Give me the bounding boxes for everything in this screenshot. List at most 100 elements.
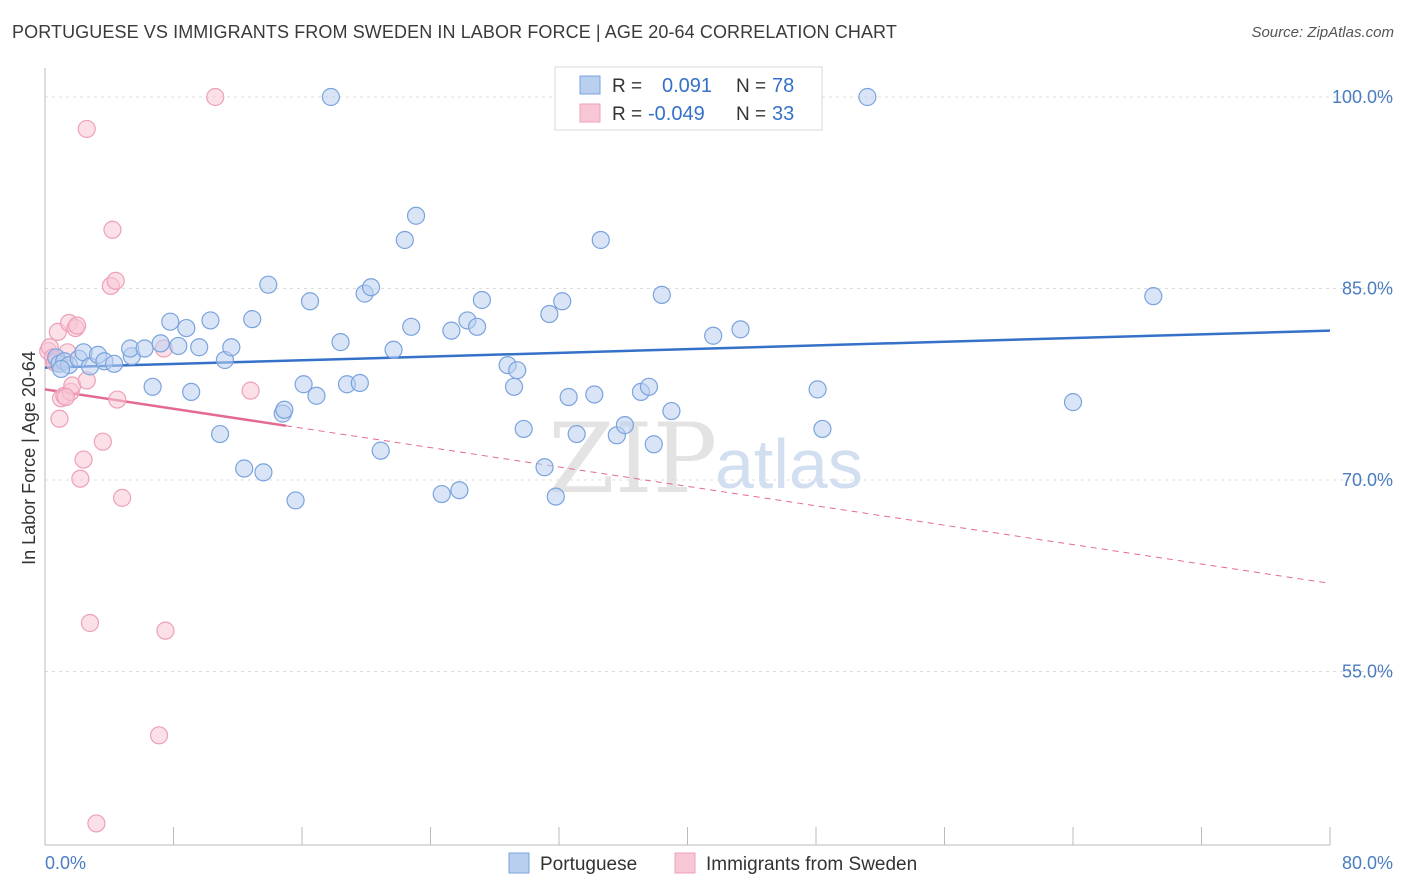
y-tick-label: 100.0% — [1332, 87, 1393, 107]
point-portuguese — [472, 290, 491, 310]
point-portuguese — [704, 326, 723, 345]
point-portuguese — [135, 339, 154, 358]
points-layer — [39, 87, 1163, 833]
point-portuguese — [662, 401, 681, 421]
y-tick-label: 70.0% — [1342, 470, 1393, 490]
point-portuguese — [504, 377, 524, 396]
point-portuguese — [442, 321, 461, 340]
point-portuguese — [235, 459, 254, 478]
point-portuguese — [467, 317, 487, 336]
point-sweden — [50, 409, 69, 428]
point-portuguese — [182, 382, 201, 402]
series-legend: Portuguese Immigrants from Sweden — [508, 852, 917, 875]
legend-n-value-portuguese: 78 — [772, 75, 794, 97]
point-portuguese — [402, 317, 421, 336]
point-portuguese — [432, 484, 451, 504]
point-portuguese — [307, 386, 326, 405]
bottom-legend-swatch-sweden — [674, 852, 696, 874]
point-portuguese — [639, 377, 659, 396]
legend-r-value-portuguese: 0.091 — [662, 75, 712, 97]
point-portuguese — [177, 318, 196, 338]
point-sweden — [156, 621, 175, 640]
point-sweden — [80, 613, 100, 633]
point-portuguese — [546, 487, 565, 506]
x-tick-label: 80.0% — [1342, 853, 1393, 873]
point-portuguese — [151, 334, 170, 353]
point-portuguese — [143, 377, 162, 396]
y-tick-label: 55.0% — [1342, 662, 1393, 682]
point-portuguese — [508, 361, 527, 380]
legend-r-value-sweden: -0.049 — [648, 103, 705, 125]
source-label: Source: ZipAtlas.com — [1251, 24, 1394, 41]
point-sweden — [241, 381, 260, 400]
trendline-sweden-solid — [44, 388, 287, 427]
point-portuguese — [1144, 287, 1163, 306]
point-sweden — [56, 387, 75, 407]
point-portuguese — [731, 320, 750, 339]
bottom-legend-label-portuguese: Portuguese — [540, 854, 637, 875]
point-portuguese — [51, 359, 71, 379]
legend-n-value-sweden: 33 — [772, 103, 794, 125]
point-portuguese — [243, 310, 262, 329]
point-portuguese — [450, 481, 469, 500]
legend-r-label-2: R = — [612, 104, 642, 125]
point-portuguese — [808, 380, 827, 399]
axis-layer: 100.0% 85.0% 70.0% 55.0% 0.0% 80.0% — [44, 68, 1393, 873]
point-portuguese — [540, 304, 559, 324]
point-portuguese — [1063, 393, 1083, 412]
point-portuguese — [585, 385, 604, 404]
legend-swatch-portuguese — [579, 75, 601, 95]
legend-swatch-sweden — [579, 103, 601, 123]
point-sweden — [103, 220, 122, 239]
point-portuguese — [615, 416, 634, 435]
point-portuguese — [190, 338, 209, 357]
stats-legend: R = 0.091 N = 78 R = -0.049 N = 33 — [554, 66, 823, 131]
point-sweden — [206, 87, 225, 107]
point-sweden — [106, 271, 125, 290]
point-portuguese — [222, 338, 241, 357]
point-sweden — [77, 119, 96, 139]
point-sweden — [112, 488, 132, 507]
point-portuguese — [395, 230, 414, 250]
point-portuguese — [300, 292, 320, 311]
point-portuguese — [361, 278, 381, 297]
point-portuguese — [104, 354, 124, 373]
point-portuguese — [535, 458, 554, 477]
trendline-portuguese — [44, 329, 1331, 369]
chart-title: PORTUGUESE VS IMMIGRANTS FROM SWEDEN IN … — [12, 22, 897, 42]
point-sweden — [71, 469, 90, 488]
point-portuguese — [321, 87, 341, 107]
point-portuguese — [644, 435, 663, 454]
point-sweden — [108, 390, 127, 409]
point-portuguese — [259, 275, 278, 294]
point-sweden — [87, 814, 106, 833]
point-portuguese — [275, 400, 294, 419]
point-portuguese — [331, 333, 350, 352]
point-portuguese — [591, 230, 610, 250]
x-tick-label: 0.0% — [45, 853, 86, 873]
point-portuguese — [161, 312, 180, 331]
point-portuguese — [169, 336, 188, 356]
trend-layer — [44, 329, 1331, 584]
point-portuguese — [553, 292, 572, 311]
legend-n-label-2: N = — [736, 104, 766, 125]
point-portuguese — [286, 491, 305, 510]
legend-n-label-1: N = — [736, 76, 766, 97]
point-portuguese — [350, 373, 369, 393]
y-tick-label: 85.0% — [1342, 279, 1393, 299]
point-portuguese — [210, 424, 230, 444]
point-portuguese — [201, 311, 220, 330]
legend-r-label-1: R = — [612, 76, 642, 97]
y-axis-label: In Labor Force | Age 20-64 — [19, 351, 39, 565]
point-portuguese — [371, 441, 390, 460]
point-portuguese — [652, 285, 671, 304]
watermark-zip: ZIP — [548, 403, 717, 515]
bottom-legend-label-sweden: Immigrants from Sweden — [706, 854, 917, 875]
watermark-atlas: atlas — [715, 425, 863, 503]
point-portuguese — [813, 419, 832, 439]
point-portuguese — [567, 424, 586, 444]
point-sweden — [149, 726, 169, 745]
point-portuguese — [559, 387, 578, 407]
point-portuguese — [384, 340, 403, 359]
